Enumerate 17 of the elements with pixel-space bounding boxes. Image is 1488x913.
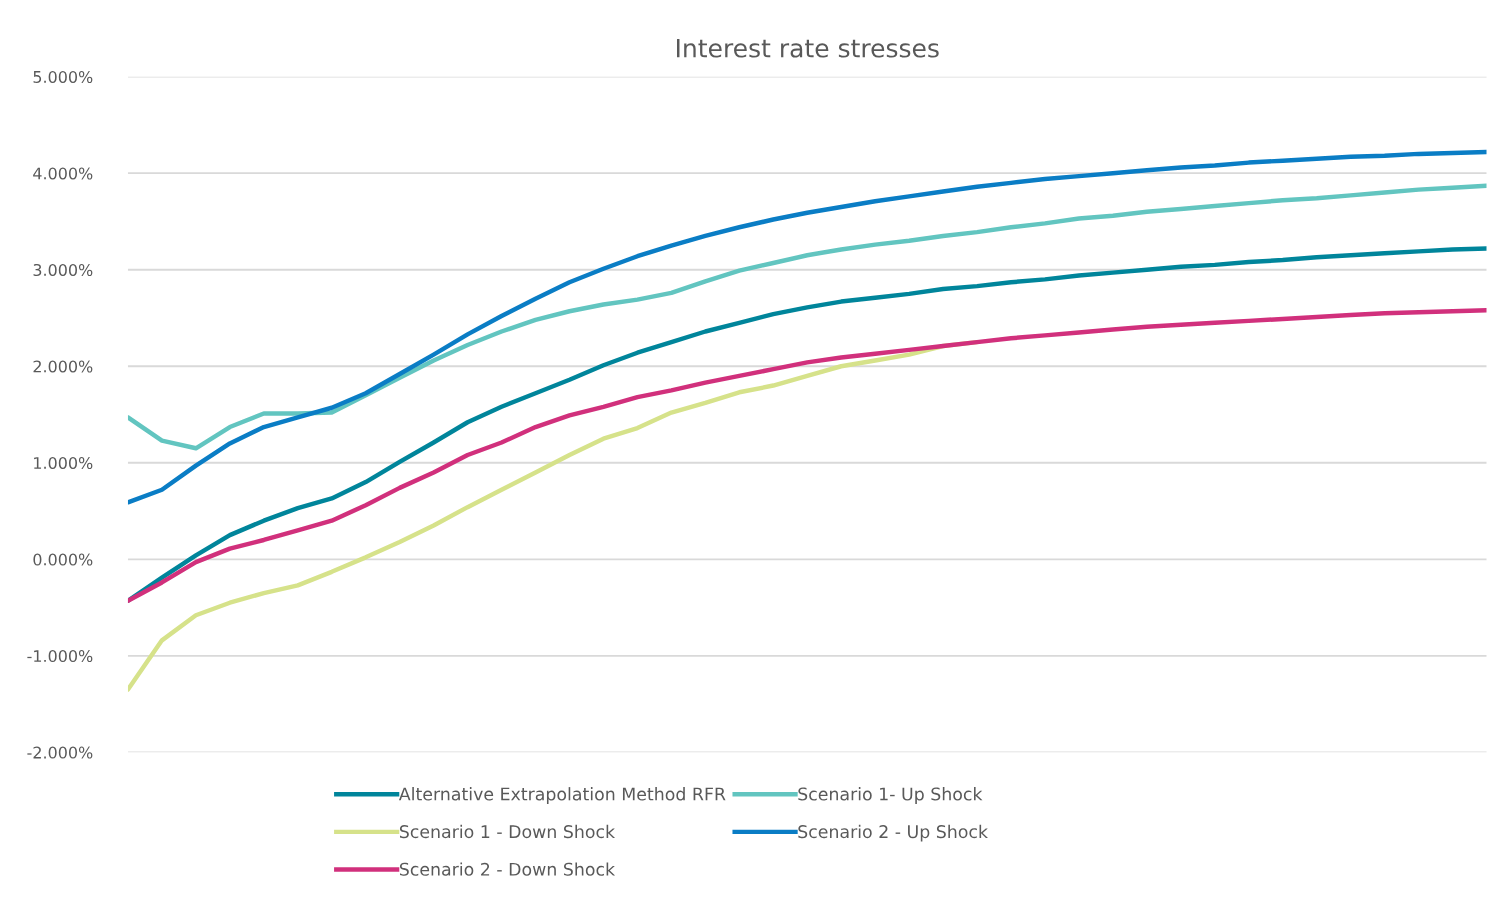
y-tick-label: 1.000% <box>34 456 93 470</box>
y-tick-label: -2.000% <box>27 746 93 759</box>
y-tick-label: 0.000% <box>33 553 93 566</box>
y-tick-label: -1.000% <box>27 650 93 663</box>
y-tick-label: 3.000% <box>33 263 93 277</box>
line-series <box>127 308 1487 603</box>
legend-label: Scenario 2 - Down Shock <box>399 862 616 876</box>
legend-label: Alternative Extrapolation Method RFR <box>398 787 726 804</box>
legend-label: Scenario 2 - Up Shock <box>798 824 988 842</box>
legend-label: Scenario 1 - Down Shock <box>399 824 616 839</box>
y-tick-label: 2.000% <box>33 360 93 373</box>
line-series <box>127 149 1487 505</box>
legend-label: Scenario 1- Up Shock <box>798 787 983 804</box>
line-series <box>127 183 1487 451</box>
chart-title: Interest rate stresses <box>677 39 939 58</box>
y-tick-label: 5.000% <box>33 70 93 83</box>
y-tick-label: 4.000% <box>33 167 93 180</box>
